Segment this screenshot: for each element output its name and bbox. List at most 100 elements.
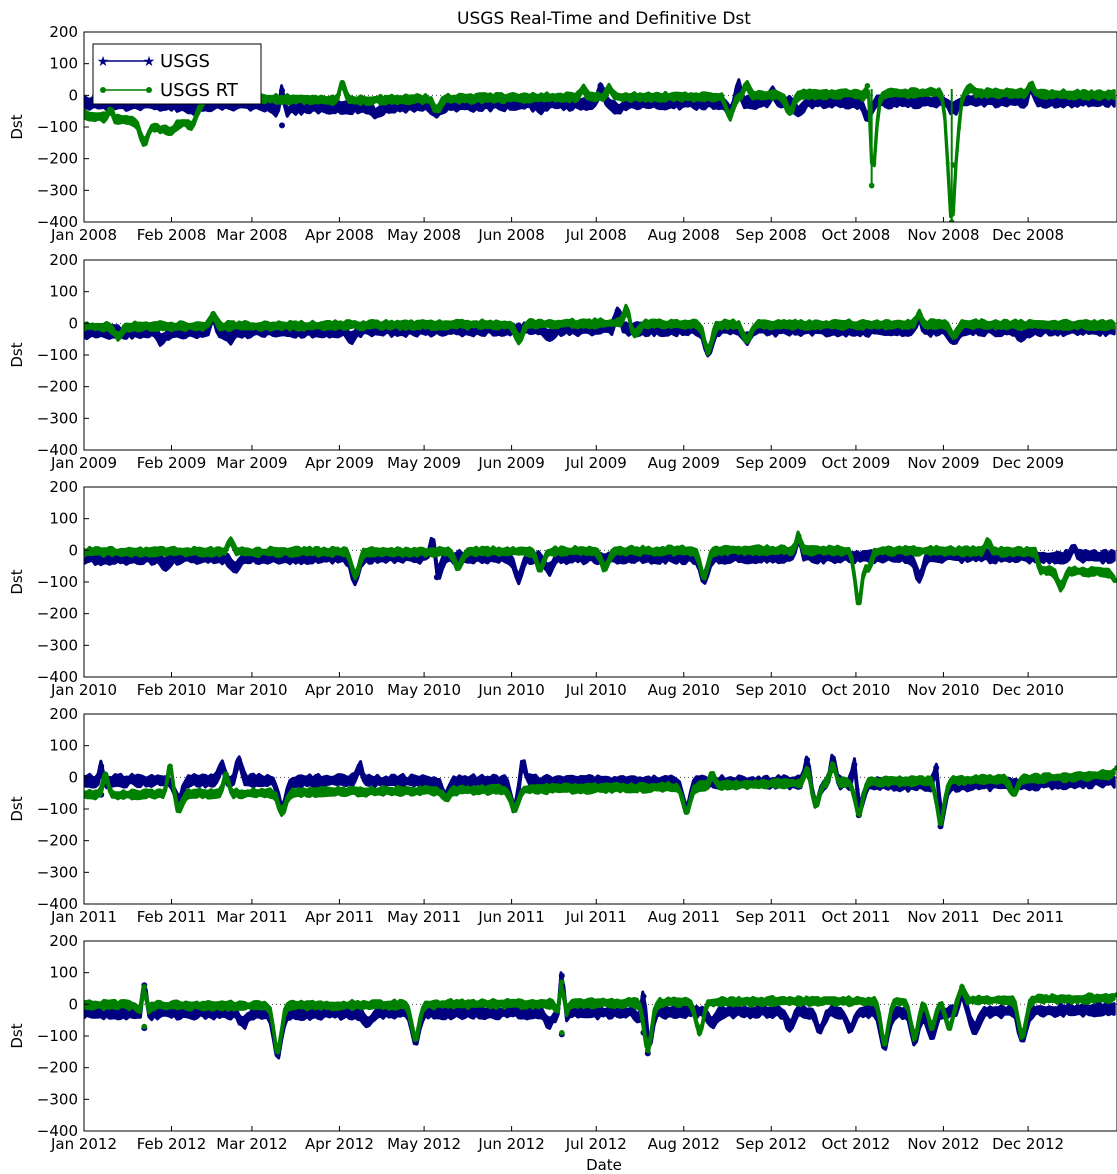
data-point	[979, 777, 984, 782]
data-point	[403, 789, 408, 793]
y-axis-label: Dst	[8, 569, 26, 594]
data-point	[432, 788, 436, 793]
data-point	[437, 549, 442, 554]
data-point	[256, 778, 262, 783]
data-point	[940, 95, 944, 100]
data-point	[324, 549, 329, 554]
y-tick-label: 200	[49, 932, 78, 950]
event-point	[640, 993, 647, 1000]
event-point	[455, 565, 462, 571]
data-point	[437, 569, 442, 575]
data-point	[1064, 775, 1069, 779]
data-point	[691, 94, 696, 99]
data-point	[539, 327, 544, 333]
data-point	[646, 548, 651, 553]
data-point	[1047, 567, 1052, 572]
y-tick-label: −200	[37, 378, 78, 396]
data-point	[245, 1015, 250, 1021]
data-point	[742, 99, 747, 105]
data-point	[279, 1029, 284, 1034]
data-point	[883, 779, 888, 784]
y-tick-label: −100	[37, 1027, 78, 1045]
data-point	[1058, 775, 1063, 780]
data-point	[488, 779, 493, 784]
data-point	[922, 99, 928, 104]
data-point	[894, 548, 899, 553]
data-point	[725, 783, 730, 788]
data-point	[1109, 572, 1114, 577]
data-point	[1064, 322, 1069, 327]
event-point	[701, 574, 707, 581]
data-point	[979, 998, 984, 1003]
data-point	[810, 1011, 815, 1016]
data-point	[397, 1010, 403, 1015]
data-point	[206, 1010, 211, 1016]
data-point	[375, 789, 380, 794]
data-point	[849, 999, 854, 1004]
x-tick-label: Feb 2012	[137, 1135, 207, 1153]
data-point	[454, 788, 459, 793]
data-point	[572, 1010, 578, 1015]
data-point	[601, 94, 606, 99]
data-point	[996, 998, 1001, 1003]
data-point	[409, 788, 414, 793]
data-point	[307, 778, 312, 783]
data-point	[561, 994, 566, 998]
data-point	[657, 321, 662, 326]
data-point	[770, 781, 775, 786]
data-point	[578, 101, 583, 106]
data-point	[369, 107, 375, 113]
data-point	[668, 1009, 674, 1015]
data-point	[127, 792, 132, 797]
event-point	[744, 81, 750, 88]
data-point	[669, 548, 674, 553]
data-point	[132, 1004, 137, 1008]
data-point	[985, 322, 990, 327]
data-point	[1058, 997, 1063, 1001]
data-point	[861, 796, 865, 801]
data-point	[527, 787, 532, 792]
data-point	[697, 94, 702, 99]
data-point	[1007, 549, 1012, 554]
legend-dot-marker	[100, 87, 106, 93]
data-point	[584, 549, 589, 553]
data-point	[685, 1009, 691, 1014]
data-point	[183, 103, 188, 109]
data-point	[832, 92, 837, 97]
data-point	[522, 561, 527, 566]
data-point	[527, 95, 532, 100]
data-point	[183, 794, 188, 799]
data-point	[1069, 774, 1074, 779]
data-point	[719, 548, 724, 553]
data-point	[1030, 776, 1035, 781]
data-point	[623, 326, 629, 332]
data-point	[149, 549, 154, 554]
data-point	[539, 321, 544, 326]
data-point	[482, 322, 487, 327]
data-point	[104, 549, 109, 554]
data-point	[985, 98, 990, 104]
data-point	[505, 102, 510, 107]
axes-frame	[83, 713, 1117, 905]
data-point	[149, 1005, 154, 1010]
data-point	[782, 781, 786, 786]
data-point	[1002, 322, 1007, 327]
data-point	[104, 324, 109, 329]
data-point	[657, 1000, 662, 1005]
event-point	[597, 82, 604, 89]
data-point	[714, 1016, 719, 1021]
data-point	[1109, 995, 1114, 1000]
data-point	[629, 94, 634, 99]
data-point	[1013, 98, 1018, 104]
data-point	[330, 323, 335, 328]
event-point	[545, 333, 552, 339]
y-tick-label: −400	[37, 895, 78, 913]
data-point	[1036, 91, 1040, 96]
x-tick-label: Apr 2011	[305, 908, 374, 926]
data-point	[1097, 1007, 1103, 1012]
data-point	[601, 1010, 606, 1015]
data-point	[691, 788, 696, 793]
data-point	[872, 102, 877, 107]
x-tick-label: Sep 2010	[736, 681, 807, 699]
data-point	[1024, 777, 1029, 781]
